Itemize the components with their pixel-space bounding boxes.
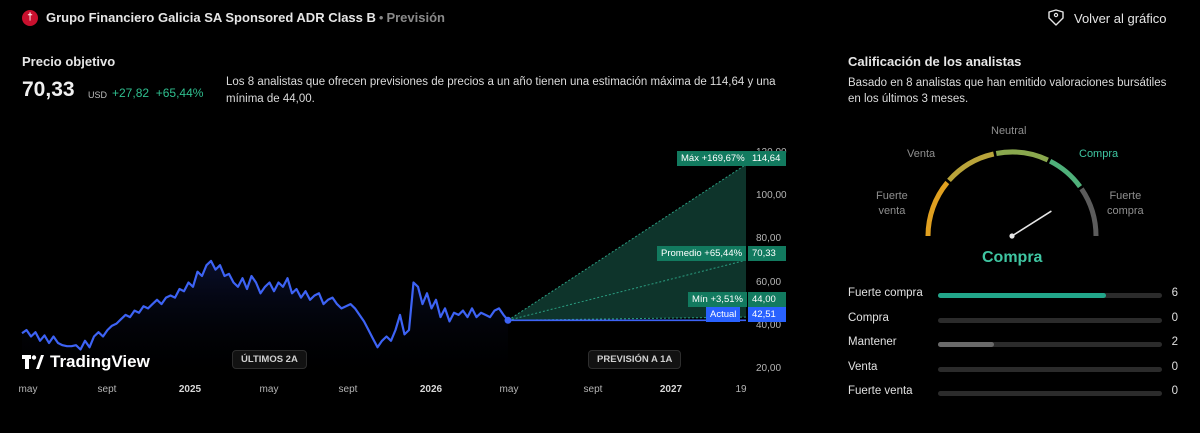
- gauge-label-neutral: Neutral: [991, 125, 1027, 137]
- gauge-pivot: [1009, 233, 1015, 239]
- rating-section-title: Calificación de los analistas: [848, 54, 1022, 69]
- min-value-tag: 44,00: [748, 292, 786, 307]
- x-tick-label: sept: [97, 384, 117, 395]
- forecast-average-line: [507, 259, 747, 321]
- rating-bar-track: [938, 342, 1162, 347]
- gauge-arc-sell: [947, 151, 995, 183]
- rating-row-label: Fuerte venta: [848, 385, 913, 397]
- rating-row-label: Fuerte compra: [848, 287, 923, 299]
- rating-bar-fill: [938, 342, 994, 347]
- rating-row-count: 6: [1171, 287, 1178, 299]
- rating-row-label: Compra: [848, 311, 889, 324]
- gauge-label-strong-buy: Fuerte compra: [1107, 190, 1144, 217]
- target-change-pct: +65,44%: [155, 86, 204, 100]
- target-section-title: Precio objetivo: [22, 54, 116, 69]
- tag-icon: [1048, 9, 1064, 26]
- x-tick-label: sept: [338, 384, 358, 395]
- target-change: +27,82 +65,44%: [112, 86, 203, 100]
- rating-row: Compra 0: [848, 310, 1178, 330]
- company-logo: †: [22, 10, 38, 26]
- back-to-chart-button[interactable]: Volver al gráfico: [1046, 9, 1167, 27]
- gauge-needle: [1011, 210, 1052, 237]
- rating-row-count: 0: [1171, 311, 1178, 324]
- rating-row-label: Venta: [848, 360, 878, 373]
- max-label-tag: Máx +169,67%: [677, 151, 749, 166]
- history-range-pill: ÚLTIMOS 2A: [232, 350, 307, 369]
- rating-row-count: 0: [1171, 360, 1178, 373]
- rating-bar-track: [938, 391, 1162, 396]
- x-tick-label: 19: [735, 384, 747, 395]
- target-change-abs: +27,82: [112, 86, 150, 100]
- gauge-arc-neutral: [995, 149, 1049, 163]
- rating-row-count: 0: [1171, 385, 1178, 397]
- history-area: [22, 260, 508, 380]
- y-tick-label: 40,00: [756, 319, 782, 331]
- gauge-result: Compra: [982, 249, 1043, 266]
- tradingview-logo: TradingView: [22, 352, 150, 372]
- gauge-arc-buy: [1048, 158, 1083, 189]
- gauge-arc-strong-sell: [925, 180, 950, 237]
- gauge-label-buy: Compra: [1079, 148, 1119, 160]
- rating-row: Mantener 2: [848, 334, 1178, 354]
- rating-row-label: Mantener: [848, 336, 897, 348]
- rating-bar-track: [938, 366, 1162, 372]
- x-tick-label: may: [259, 384, 279, 395]
- rating-row: Fuerte venta 0: [848, 383, 1178, 403]
- rating-description: Basado en 8 analistas que han emitido va…: [848, 77, 1167, 105]
- target-currency: USD: [88, 90, 108, 100]
- x-tick-label: 2026: [419, 384, 443, 395]
- current-label-tag: Actual: [706, 307, 741, 322]
- title-separator: •: [378, 10, 384, 25]
- min-label-tag: Mín +3,51%: [688, 292, 747, 307]
- max-value-tag: 114,64: [748, 151, 786, 166]
- average-label-tag: Promedio +65,44%: [657, 246, 747, 261]
- current-value-tag: 42,51: [748, 307, 786, 322]
- gauge-label-strong-sell: Fuerte venta: [876, 190, 908, 217]
- x-tick-label: may: [18, 384, 38, 395]
- y-tick-label: 60,00: [756, 276, 782, 288]
- tradingview-brand: TradingView: [50, 352, 150, 371]
- x-tick-label: 2025: [178, 384, 202, 395]
- back-to-chart-label: Volver al gráfico: [1074, 10, 1167, 26]
- forecast-range-pill: PREVISIÓN A 1A: [588, 350, 682, 369]
- rating-bar-track: [938, 317, 1162, 323]
- rating-gauge: [925, 149, 1099, 239]
- history-line: [21, 259, 509, 351]
- y-tick-label: 100,00: [756, 190, 787, 202]
- x-tick-label: 2027: [659, 384, 683, 395]
- target-price: 70,33: [22, 78, 75, 101]
- current-price-point: [504, 316, 512, 324]
- x-tick-label: may: [499, 384, 519, 395]
- x-tick-label: sept: [583, 384, 603, 395]
- rating-row: Fuerte compra 6: [848, 285, 1178, 305]
- y-tick-label: 80,00: [756, 233, 782, 245]
- target-description: Los 8 analistas que ofrecen previsiones …: [226, 76, 776, 105]
- rating-bar-track: [938, 293, 1162, 298]
- y-tick-label: 20,00: [756, 362, 782, 374]
- page-subtitle: Previsión: [386, 10, 445, 25]
- tradingview-icon: [22, 355, 44, 369]
- forecast-max-line: [507, 164, 747, 321]
- rating-bar-fill: [938, 293, 1106, 298]
- gauge-label-sell: Venta: [907, 148, 936, 160]
- average-value-tag: 70,33: [748, 246, 786, 261]
- page-title: Grupo Financiero Galicia SA Sponsored AD…: [46, 10, 445, 25]
- gauge-arc-strong-buy: [1079, 187, 1099, 237]
- company-name: Grupo Financiero Galicia SA Sponsored AD…: [46, 10, 376, 25]
- rating-row: Venta 0: [848, 359, 1178, 379]
- rating-row-count: 2: [1171, 336, 1178, 348]
